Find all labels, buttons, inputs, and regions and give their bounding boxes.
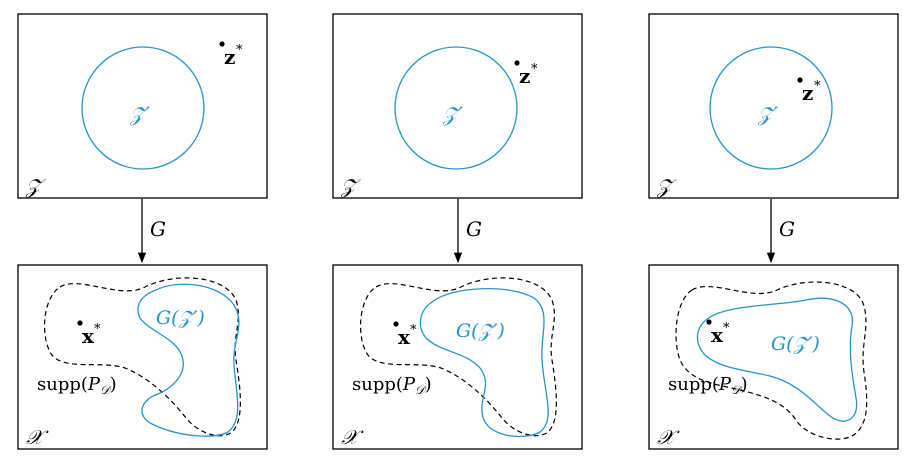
latent-space-box	[648, 13, 899, 199]
z-star-superscript: *	[236, 43, 243, 58]
support-label: supp(P𝒟)	[668, 374, 748, 397]
g-arrow-label: G	[466, 217, 482, 241]
x-star-point	[77, 320, 83, 326]
latent-space-label: 𝒵	[656, 174, 677, 198]
latent-subset-circle	[81, 46, 205, 170]
latent-space-box	[332, 13, 583, 199]
g-arrow-label: G	[779, 217, 795, 241]
generator-image-region	[696, 297, 858, 422]
data-space-label: 𝒳	[657, 425, 680, 449]
z-star-point	[797, 77, 803, 83]
latent-space-label: 𝒵	[25, 174, 46, 198]
x-star-superscript: *	[94, 322, 101, 337]
data-space-box	[332, 264, 583, 450]
data-space-label: 𝒳	[26, 425, 49, 449]
x-star-label: x	[82, 324, 95, 348]
latent-subset-label: 𝒵′	[757, 102, 778, 126]
latent-subset-circle	[709, 46, 833, 170]
panel-middle: 𝒵′ z * 𝒵 G x * G(𝒵′) supp(P𝒟) 𝒳	[332, 13, 583, 450]
latent-subset-label: 𝒵′	[442, 102, 463, 126]
z-star-label: z	[224, 45, 235, 69]
data-space-box	[648, 264, 899, 450]
latent-space-label: 𝒵	[340, 174, 361, 198]
x-star-point	[393, 321, 399, 327]
x-star-label: x	[711, 323, 724, 347]
x-star-label: x	[398, 325, 411, 349]
generator-image-region	[137, 283, 240, 437]
z-star-label: z	[802, 81, 813, 105]
latent-space-box	[17, 13, 268, 199]
generator-image-label: G(𝒵′)	[771, 333, 820, 355]
latent-subset-label: 𝒵′	[129, 102, 150, 126]
generator-image-label: G(𝒵′)	[456, 320, 505, 342]
z-star-point	[219, 41, 225, 47]
support-region	[359, 277, 557, 437]
support-region	[675, 281, 868, 440]
z-star-superscript: *	[531, 62, 538, 77]
support-label: supp(P𝒟)	[352, 374, 432, 397]
latent-subset-circle	[394, 46, 518, 170]
panel-right: 𝒵′ z * 𝒵 G x * G(𝒵′) supp(P𝒟) 𝒳	[648, 13, 899, 450]
support-region	[43, 277, 241, 437]
data-space-box	[17, 264, 268, 450]
z-star-label: z	[519, 64, 530, 88]
x-star-superscript: *	[723, 321, 730, 336]
x-star-superscript: *	[410, 323, 417, 338]
generator-image-region	[419, 287, 549, 438]
panel-left: 𝒵′ z * 𝒵 G x * G(𝒵′) supp(P𝒟) 𝒳	[17, 13, 268, 450]
z-star-point	[514, 60, 520, 66]
g-arrow-label: G	[150, 217, 166, 241]
generator-image-label: G(𝒵′)	[156, 307, 205, 329]
data-space-label: 𝒳	[341, 425, 364, 449]
z-star-superscript: *	[814, 79, 821, 94]
support-label: supp(P𝒟)	[37, 374, 117, 397]
x-star-point	[706, 319, 712, 325]
